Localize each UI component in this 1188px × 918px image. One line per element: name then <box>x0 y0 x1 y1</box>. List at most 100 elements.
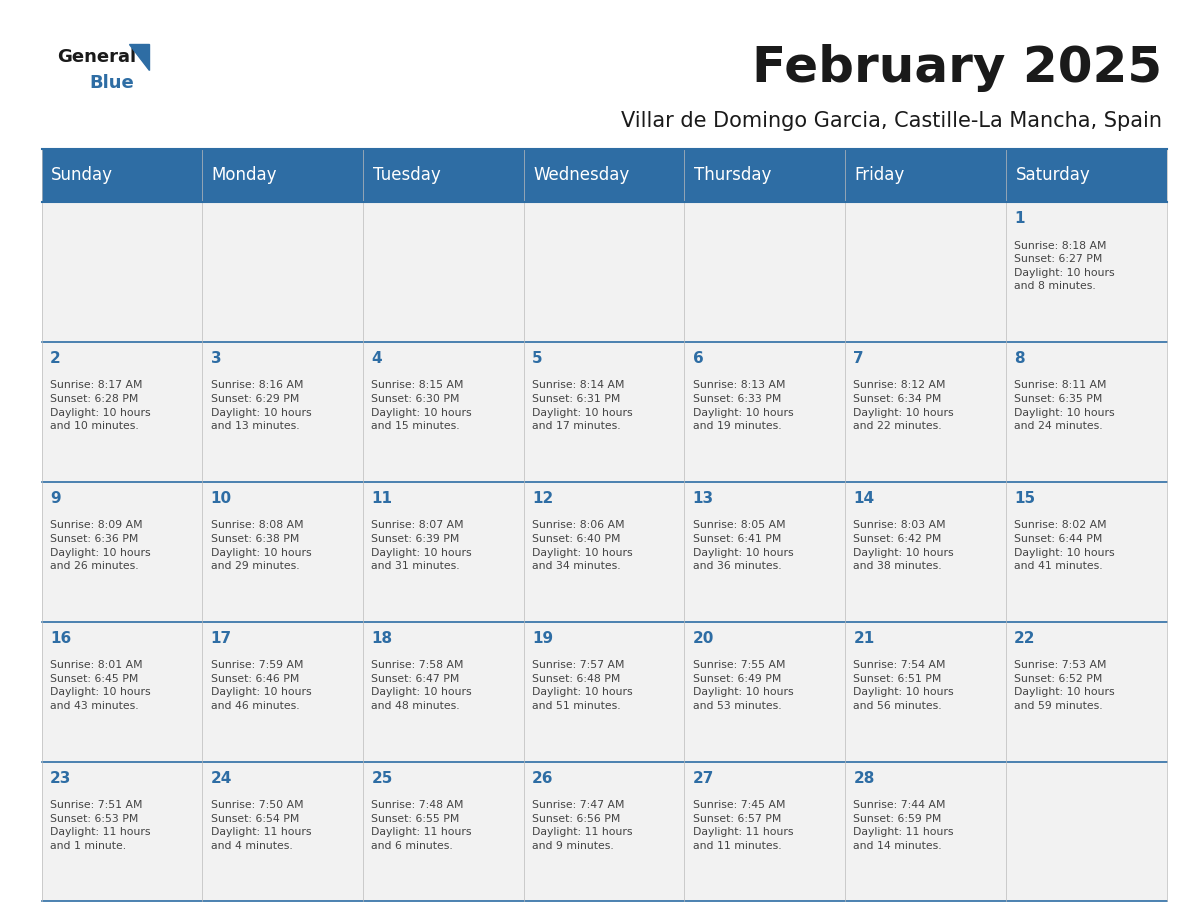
Bar <box>684 621 845 762</box>
Text: 6: 6 <box>693 351 703 366</box>
Text: 23: 23 <box>50 771 71 786</box>
Text: Sunrise: 8:17 AM
Sunset: 6:28 PM
Daylight: 10 hours
and 10 minutes.: Sunrise: 8:17 AM Sunset: 6:28 PM Dayligh… <box>50 380 151 431</box>
Text: 24: 24 <box>210 771 232 786</box>
Text: Sunrise: 7:58 AM
Sunset: 6:47 PM
Daylight: 10 hours
and 48 minutes.: Sunrise: 7:58 AM Sunset: 6:47 PM Dayligh… <box>372 660 472 711</box>
Text: 20: 20 <box>693 631 714 646</box>
Text: 14: 14 <box>853 491 874 506</box>
Text: 2: 2 <box>50 351 61 366</box>
Bar <box>42 621 202 762</box>
Bar <box>845 621 1006 762</box>
Text: Sunrise: 8:03 AM
Sunset: 6:42 PM
Daylight: 10 hours
and 38 minutes.: Sunrise: 8:03 AM Sunset: 6:42 PM Dayligh… <box>853 521 954 571</box>
Text: Sunday: Sunday <box>51 166 113 185</box>
Text: Sunrise: 8:15 AM
Sunset: 6:30 PM
Daylight: 10 hours
and 15 minutes.: Sunrise: 8:15 AM Sunset: 6:30 PM Dayligh… <box>372 380 472 431</box>
Text: Sunrise: 8:13 AM
Sunset: 6:33 PM
Daylight: 10 hours
and 19 minutes.: Sunrise: 8:13 AM Sunset: 6:33 PM Dayligh… <box>693 380 794 431</box>
Bar <box>845 341 1006 482</box>
Text: Sunrise: 8:16 AM
Sunset: 6:29 PM
Daylight: 10 hours
and 13 minutes.: Sunrise: 8:16 AM Sunset: 6:29 PM Dayligh… <box>210 380 311 431</box>
Bar <box>202 621 364 762</box>
Text: Sunrise: 8:01 AM
Sunset: 6:45 PM
Daylight: 10 hours
and 43 minutes.: Sunrise: 8:01 AM Sunset: 6:45 PM Dayligh… <box>50 660 151 711</box>
Bar <box>364 202 524 341</box>
Text: Sunrise: 7:51 AM
Sunset: 6:53 PM
Daylight: 11 hours
and 1 minute.: Sunrise: 7:51 AM Sunset: 6:53 PM Dayligh… <box>50 800 151 851</box>
Text: Thursday: Thursday <box>694 166 771 185</box>
Text: 22: 22 <box>1015 631 1036 646</box>
Text: 9: 9 <box>50 491 61 506</box>
Bar <box>42 202 202 341</box>
Text: Blue: Blue <box>89 73 134 92</box>
Bar <box>42 341 202 482</box>
Bar <box>845 202 1006 341</box>
Text: Sunrise: 8:02 AM
Sunset: 6:44 PM
Daylight: 10 hours
and 41 minutes.: Sunrise: 8:02 AM Sunset: 6:44 PM Dayligh… <box>1015 521 1114 571</box>
Bar <box>684 482 845 621</box>
Bar <box>364 621 524 762</box>
Bar <box>684 762 845 901</box>
Bar <box>684 341 845 482</box>
Text: Sunrise: 7:53 AM
Sunset: 6:52 PM
Daylight: 10 hours
and 59 minutes.: Sunrise: 7:53 AM Sunset: 6:52 PM Dayligh… <box>1015 660 1114 711</box>
Bar <box>42 762 202 901</box>
Text: Sunrise: 8:06 AM
Sunset: 6:40 PM
Daylight: 10 hours
and 34 minutes.: Sunrise: 8:06 AM Sunset: 6:40 PM Dayligh… <box>532 521 633 571</box>
Text: Sunrise: 7:47 AM
Sunset: 6:56 PM
Daylight: 11 hours
and 9 minutes.: Sunrise: 7:47 AM Sunset: 6:56 PM Dayligh… <box>532 800 632 851</box>
Text: Villar de Domingo Garcia, Castille-La Mancha, Spain: Villar de Domingo Garcia, Castille-La Ma… <box>621 111 1162 131</box>
Bar <box>1006 202 1167 341</box>
Bar <box>364 482 524 621</box>
Text: 28: 28 <box>853 771 874 786</box>
Bar <box>42 482 202 621</box>
Text: 18: 18 <box>372 631 392 646</box>
Bar <box>202 341 364 482</box>
Bar <box>524 341 684 482</box>
Text: 21: 21 <box>853 631 874 646</box>
Bar <box>1006 482 1167 621</box>
Text: Friday: Friday <box>854 166 905 185</box>
Bar <box>1006 341 1167 482</box>
Text: Sunrise: 7:59 AM
Sunset: 6:46 PM
Daylight: 10 hours
and 46 minutes.: Sunrise: 7:59 AM Sunset: 6:46 PM Dayligh… <box>210 660 311 711</box>
Bar <box>364 341 524 482</box>
Bar <box>524 202 684 341</box>
Text: 12: 12 <box>532 491 554 506</box>
Text: 10: 10 <box>210 491 232 506</box>
Polygon shape <box>129 44 148 70</box>
Text: 17: 17 <box>210 631 232 646</box>
Text: 7: 7 <box>853 351 864 366</box>
Text: 26: 26 <box>532 771 554 786</box>
Text: Sunrise: 8:05 AM
Sunset: 6:41 PM
Daylight: 10 hours
and 36 minutes.: Sunrise: 8:05 AM Sunset: 6:41 PM Dayligh… <box>693 521 794 571</box>
Text: Sunrise: 8:18 AM
Sunset: 6:27 PM
Daylight: 10 hours
and 8 minutes.: Sunrise: 8:18 AM Sunset: 6:27 PM Dayligh… <box>1015 241 1114 291</box>
Text: Sunrise: 7:55 AM
Sunset: 6:49 PM
Daylight: 10 hours
and 53 minutes.: Sunrise: 7:55 AM Sunset: 6:49 PM Dayligh… <box>693 660 794 711</box>
Bar <box>202 482 364 621</box>
Text: Sunrise: 8:09 AM
Sunset: 6:36 PM
Daylight: 10 hours
and 26 minutes.: Sunrise: 8:09 AM Sunset: 6:36 PM Dayligh… <box>50 521 151 571</box>
Text: Tuesday: Tuesday <box>373 166 441 185</box>
Text: Saturday: Saturday <box>1016 166 1091 185</box>
Text: Sunrise: 8:08 AM
Sunset: 6:38 PM
Daylight: 10 hours
and 29 minutes.: Sunrise: 8:08 AM Sunset: 6:38 PM Dayligh… <box>210 521 311 571</box>
Text: 4: 4 <box>372 351 383 366</box>
Bar <box>524 621 684 762</box>
Text: Sunrise: 7:48 AM
Sunset: 6:55 PM
Daylight: 11 hours
and 6 minutes.: Sunrise: 7:48 AM Sunset: 6:55 PM Dayligh… <box>372 800 472 851</box>
Text: 1: 1 <box>1015 211 1025 226</box>
Bar <box>1006 621 1167 762</box>
Text: 8: 8 <box>1015 351 1025 366</box>
Text: 3: 3 <box>210 351 221 366</box>
Text: Wednesday: Wednesday <box>533 166 630 185</box>
Text: 13: 13 <box>693 491 714 506</box>
Text: Sunrise: 8:07 AM
Sunset: 6:39 PM
Daylight: 10 hours
and 31 minutes.: Sunrise: 8:07 AM Sunset: 6:39 PM Dayligh… <box>372 521 472 571</box>
Text: Sunrise: 7:45 AM
Sunset: 6:57 PM
Daylight: 11 hours
and 11 minutes.: Sunrise: 7:45 AM Sunset: 6:57 PM Dayligh… <box>693 800 794 851</box>
Bar <box>42 149 1167 202</box>
Text: Monday: Monday <box>211 166 277 185</box>
Text: Sunrise: 7:50 AM
Sunset: 6:54 PM
Daylight: 11 hours
and 4 minutes.: Sunrise: 7:50 AM Sunset: 6:54 PM Dayligh… <box>210 800 311 851</box>
Text: Sunrise: 7:44 AM
Sunset: 6:59 PM
Daylight: 11 hours
and 14 minutes.: Sunrise: 7:44 AM Sunset: 6:59 PM Dayligh… <box>853 800 954 851</box>
Text: Sunrise: 7:57 AM
Sunset: 6:48 PM
Daylight: 10 hours
and 51 minutes.: Sunrise: 7:57 AM Sunset: 6:48 PM Dayligh… <box>532 660 633 711</box>
Text: Sunrise: 8:11 AM
Sunset: 6:35 PM
Daylight: 10 hours
and 24 minutes.: Sunrise: 8:11 AM Sunset: 6:35 PM Dayligh… <box>1015 380 1114 431</box>
Text: Sunrise: 8:12 AM
Sunset: 6:34 PM
Daylight: 10 hours
and 22 minutes.: Sunrise: 8:12 AM Sunset: 6:34 PM Dayligh… <box>853 380 954 431</box>
Text: 15: 15 <box>1015 491 1035 506</box>
Bar <box>524 482 684 621</box>
Bar <box>524 762 684 901</box>
Text: 19: 19 <box>532 631 554 646</box>
Text: General: General <box>57 48 137 66</box>
Bar <box>845 762 1006 901</box>
Bar <box>845 482 1006 621</box>
Text: 11: 11 <box>372 491 392 506</box>
Bar <box>684 202 845 341</box>
Text: February 2025: February 2025 <box>752 44 1162 92</box>
Text: 25: 25 <box>372 771 393 786</box>
Text: 5: 5 <box>532 351 543 366</box>
Bar <box>202 202 364 341</box>
Text: 16: 16 <box>50 631 71 646</box>
Text: Sunrise: 8:14 AM
Sunset: 6:31 PM
Daylight: 10 hours
and 17 minutes.: Sunrise: 8:14 AM Sunset: 6:31 PM Dayligh… <box>532 380 633 431</box>
Bar <box>1006 762 1167 901</box>
